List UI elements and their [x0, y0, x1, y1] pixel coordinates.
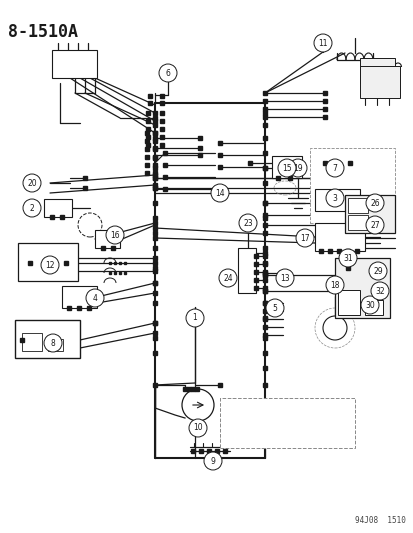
Circle shape — [204, 452, 221, 470]
Text: 17: 17 — [299, 233, 309, 243]
Text: 27: 27 — [369, 221, 379, 230]
Text: 10: 10 — [193, 424, 202, 432]
Circle shape — [23, 174, 41, 192]
Bar — [52, 50, 97, 78]
Text: 24: 24 — [223, 273, 232, 282]
Text: 18: 18 — [330, 280, 339, 289]
Bar — [337, 290, 359, 315]
Bar — [344, 195, 394, 233]
Text: 13: 13 — [280, 273, 289, 282]
Circle shape — [275, 269, 293, 287]
Circle shape — [288, 159, 306, 177]
Bar — [18, 243, 78, 281]
Circle shape — [277, 159, 295, 177]
Bar — [359, 66, 399, 98]
Bar — [48, 339, 63, 351]
Circle shape — [238, 214, 256, 232]
Bar — [309, 148, 394, 223]
Bar — [95, 230, 120, 248]
Circle shape — [313, 34, 331, 52]
Circle shape — [189, 419, 206, 437]
Text: 2: 2 — [30, 204, 34, 213]
Bar — [334, 258, 389, 318]
Text: 23: 23 — [242, 219, 252, 228]
Text: 7: 7 — [332, 164, 337, 173]
Text: 4: 4 — [93, 294, 97, 303]
Circle shape — [86, 289, 104, 307]
Circle shape — [211, 184, 228, 202]
Text: 14: 14 — [215, 189, 224, 198]
Text: 26: 26 — [369, 198, 379, 207]
Circle shape — [41, 256, 59, 274]
Text: 15: 15 — [282, 164, 291, 173]
Bar — [44, 199, 72, 217]
Text: 19: 19 — [292, 164, 302, 173]
Circle shape — [23, 199, 41, 217]
Circle shape — [218, 269, 236, 287]
Bar — [359, 58, 394, 83]
Circle shape — [325, 189, 343, 207]
Bar — [364, 300, 382, 315]
Circle shape — [360, 296, 378, 314]
Text: 9: 9 — [210, 456, 215, 465]
Text: 31: 31 — [342, 254, 352, 262]
Bar — [314, 223, 364, 251]
Bar — [347, 198, 367, 213]
Text: 16: 16 — [110, 230, 119, 239]
Circle shape — [365, 194, 383, 212]
Circle shape — [159, 64, 177, 82]
Text: 1: 1 — [192, 313, 197, 322]
Text: 94J08  1510: 94J08 1510 — [354, 516, 405, 525]
Bar — [219, 398, 354, 448]
Text: 8: 8 — [50, 338, 55, 348]
Text: 32: 32 — [374, 287, 384, 295]
Circle shape — [368, 262, 386, 280]
Bar — [62, 286, 97, 308]
Text: 12: 12 — [45, 261, 55, 270]
Circle shape — [325, 159, 343, 177]
Circle shape — [266, 299, 283, 317]
Circle shape — [325, 276, 343, 294]
Circle shape — [365, 216, 383, 234]
Bar — [314, 189, 359, 211]
Text: 6: 6 — [165, 69, 170, 77]
Bar — [347, 215, 367, 230]
Text: 5: 5 — [272, 303, 277, 312]
Text: 20: 20 — [27, 179, 37, 188]
Circle shape — [370, 282, 388, 300]
Circle shape — [44, 334, 62, 352]
Circle shape — [295, 229, 313, 247]
Circle shape — [106, 226, 124, 244]
Bar — [15, 320, 80, 358]
Text: 11: 11 — [318, 38, 327, 47]
Bar — [22, 333, 42, 351]
Circle shape — [182, 389, 214, 421]
Circle shape — [185, 309, 204, 327]
Circle shape — [338, 249, 356, 267]
Bar — [237, 248, 255, 293]
Text: 30: 30 — [364, 301, 374, 310]
Circle shape — [322, 316, 346, 340]
Bar — [271, 156, 301, 178]
Text: 3: 3 — [332, 193, 337, 203]
Text: 29: 29 — [372, 266, 382, 276]
Text: 8-1510A: 8-1510A — [8, 23, 78, 41]
